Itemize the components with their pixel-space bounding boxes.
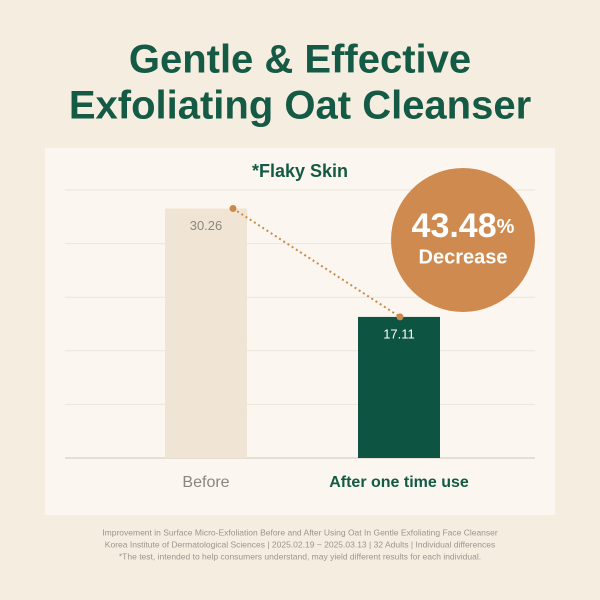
- bar: [165, 208, 247, 458]
- x-tick-label: Before: [182, 474, 229, 491]
- connector-dot: [396, 313, 404, 321]
- x-tick-label: After one time use: [329, 474, 469, 491]
- chart-subtitle: *Flaky Skin: [252, 161, 348, 181]
- badge-label: Decrease: [419, 246, 508, 268]
- badge: [391, 168, 535, 312]
- footnote: Improvement in Surface Micro-Exfoliation…: [102, 527, 498, 537]
- title-line: Exfoliating Oat Cleanser: [69, 84, 531, 128]
- connector-line: [232, 207, 401, 318]
- value-label: 30.26: [190, 218, 223, 233]
- value-label: 17.11: [383, 326, 415, 341]
- bar: [358, 316, 440, 458]
- footnote: *The test, intended to help consumers un…: [119, 551, 481, 561]
- title-line: Gentle & Effective: [129, 38, 471, 82]
- badge-number: 43.48%: [412, 207, 515, 245]
- connector-dot: [229, 204, 237, 212]
- footnote: Korea Institute of Dermatological Scienc…: [105, 539, 495, 549]
- badge-number-value: 43.48: [412, 207, 497, 245]
- badge-number-unit: %: [497, 216, 515, 238]
